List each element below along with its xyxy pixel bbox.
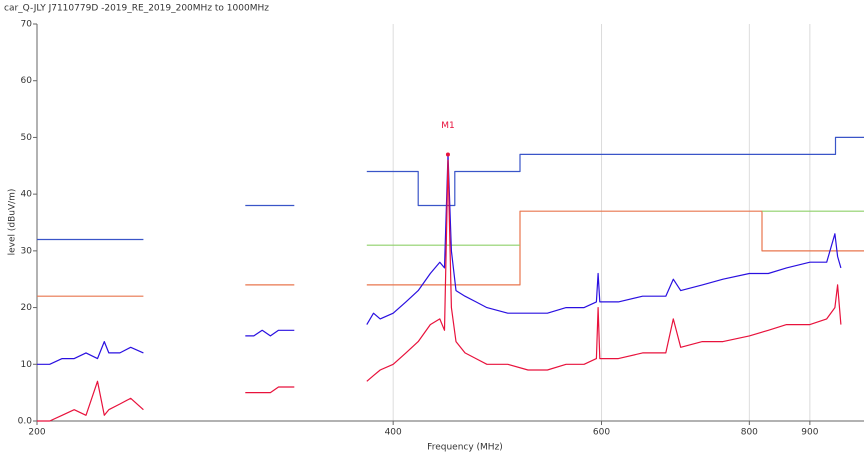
y-tick-label: 0.0: [18, 417, 33, 427]
x-tick-label: 400: [385, 428, 402, 438]
y-tick-label: 50: [21, 133, 33, 143]
data-line: [37, 153, 842, 365]
y-tick-label: 40: [21, 190, 33, 200]
x-tick-label: 800: [741, 428, 758, 438]
chart-title: car_Q-JLY J7110779D -2019_RE_2019_200MHz…: [4, 4, 269, 14]
x-axis-label: Frequency (MHz): [427, 443, 503, 453]
y-tick-label: 10: [21, 360, 33, 370]
marker-point: [445, 152, 450, 157]
x-tick-label: 200: [28, 428, 45, 438]
x-tick-label: 900: [801, 428, 818, 438]
marker-label: M1: [441, 121, 455, 131]
y-tick-label: 30: [21, 246, 33, 256]
y-tick-label: 70: [21, 20, 33, 30]
y-tick-label: 20: [21, 303, 33, 313]
data-line: [37, 136, 864, 241]
data-line: [366, 210, 864, 246]
data-line: [37, 210, 864, 297]
y-tick-label: 60: [21, 76, 33, 86]
x-tick-label: 600: [593, 428, 610, 438]
data-line: [37, 159, 842, 422]
y-axis-label: level (dBuV/m): [8, 189, 18, 256]
